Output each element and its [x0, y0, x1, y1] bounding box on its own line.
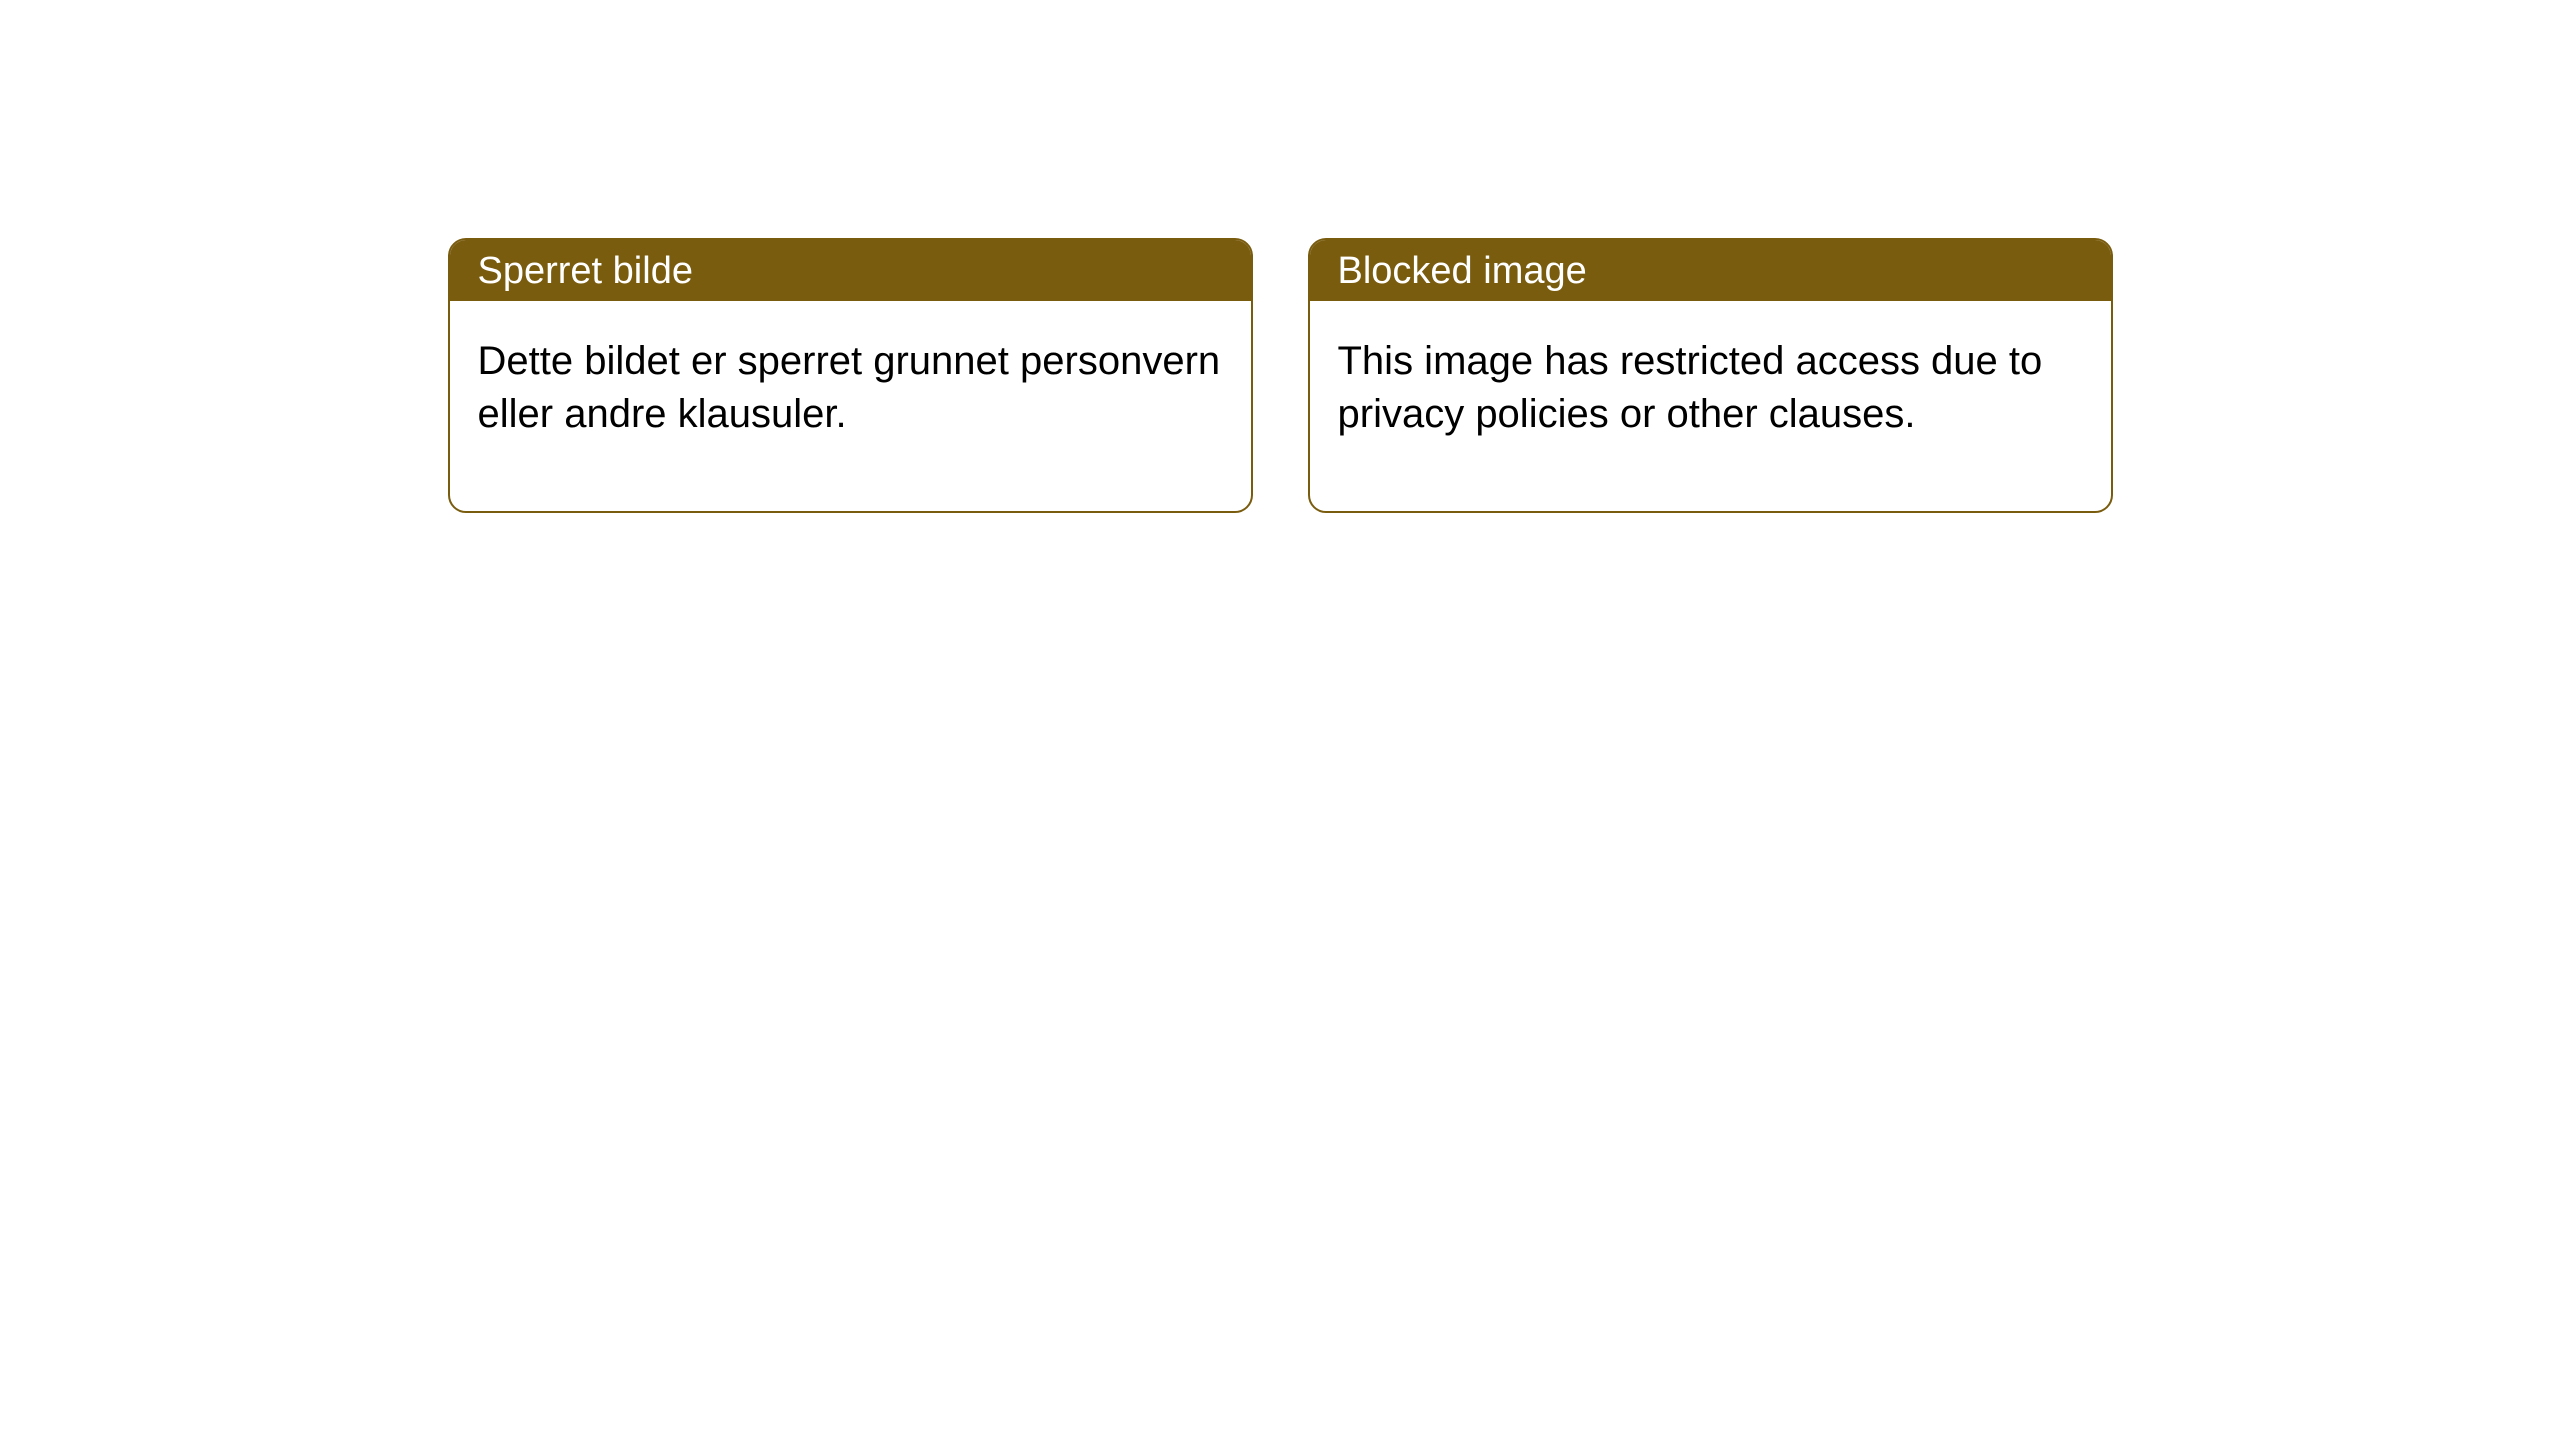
notice-card-body: Dette bildet er sperret grunnet personve…: [450, 301, 1251, 511]
notice-card-title: Sperret bilde: [450, 240, 1251, 301]
notice-card-english: Blocked image This image has restricted …: [1308, 238, 2113, 513]
notice-cards-row: Sperret bilde Dette bildet er sperret gr…: [448, 238, 2113, 513]
notice-card-title: Blocked image: [1310, 240, 2111, 301]
notice-card-body: This image has restricted access due to …: [1310, 301, 2111, 511]
notice-card-norwegian: Sperret bilde Dette bildet er sperret gr…: [448, 238, 1253, 513]
